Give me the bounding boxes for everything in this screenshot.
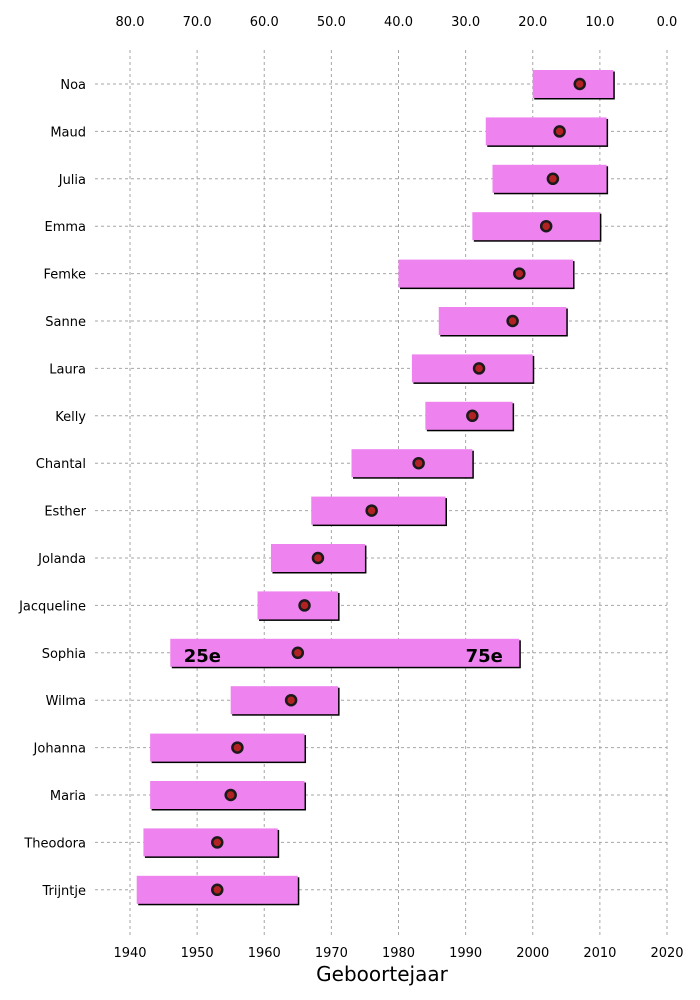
category-label: Johanna: [33, 742, 86, 757]
percentile-annotation: 25e: [184, 646, 221, 667]
range-bar: [170, 638, 520, 667]
range-bar: [438, 307, 567, 335]
range-bar: [532, 70, 614, 98]
top-tick-label: 40.0: [384, 15, 413, 30]
top-tick-label: 80.0: [116, 15, 145, 30]
top-tick-label: 20.0: [518, 15, 547, 30]
x-tick-label: 1980: [382, 946, 415, 961]
median-marker: [211, 836, 224, 849]
x-axis-label: Geboortejaar: [316, 962, 448, 986]
median-marker: [365, 504, 378, 517]
category-label: Maria: [50, 789, 86, 804]
range-bar: [411, 354, 533, 383]
category-label: Femke: [44, 268, 87, 283]
category-label: Trijntje: [41, 884, 86, 899]
median-marker: [506, 314, 519, 328]
category-label: Theodora: [23, 836, 86, 851]
percentile-annotation: 75e: [466, 646, 503, 667]
median-marker: [472, 362, 486, 375]
top-tick-label: 30.0: [451, 15, 480, 30]
category-label: Laura: [49, 362, 86, 377]
range-bar: [472, 212, 600, 241]
category-label: Jolanda: [37, 552, 86, 567]
top-axis-ticks: 80.0 70.0 60.0 50.0 40.0 30.0 20.0 10.0 0.0: [116, 15, 678, 30]
median-marker: [231, 741, 244, 754]
category-label: Wilma: [46, 694, 86, 709]
bars: [136, 70, 615, 906]
range-bar: [257, 591, 339, 620]
top-tick-label: 50.0: [317, 15, 346, 30]
x-tick-label: 1970: [315, 946, 348, 961]
median-marker: [573, 77, 586, 91]
median-marker: [553, 125, 566, 138]
x-tick-label: 2010: [583, 946, 616, 961]
range-bar: [351, 449, 473, 478]
category-label: Sanne: [45, 315, 86, 330]
range-bar: [143, 828, 278, 857]
category-label: Kelly: [55, 410, 86, 425]
range-bar: [230, 686, 339, 715]
top-tick-label: 60.0: [250, 15, 279, 30]
median-marker: [224, 788, 237, 802]
median-marker: [513, 267, 526, 280]
top-tick-label: 10.0: [585, 15, 614, 30]
range-bar: [398, 259, 574, 288]
category-label: Esther: [44, 505, 86, 520]
range-bar: [150, 733, 305, 762]
top-tick-label: 70.0: [183, 15, 212, 30]
annotations: 25e 75e: [184, 646, 503, 667]
range-bar: [485, 117, 607, 146]
x-tick-label: 2020: [650, 946, 683, 961]
x-tick-label: 1940: [113, 946, 146, 961]
x-tick-label: 2000: [516, 946, 549, 961]
median-marker: [466, 409, 479, 423]
category-label: Jacqueline: [18, 599, 86, 614]
category-label: Noa: [60, 78, 86, 93]
median-markers: [211, 77, 586, 897]
median-marker: [546, 172, 560, 186]
median-marker: [211, 883, 224, 897]
category-label: Emma: [44, 220, 86, 235]
x-tick-label: 1990: [449, 946, 482, 961]
range-bar: [311, 496, 446, 525]
median-marker: [291, 646, 305, 660]
category-labels: Noa Maud Julia Emma Femke Sanne Laura Kelly Chan…: [18, 78, 87, 899]
median-marker: [412, 456, 425, 470]
median-marker: [539, 219, 553, 233]
x-tick-label: 1960: [248, 946, 281, 961]
median-marker: [298, 599, 311, 612]
top-tick-label: 0.0: [657, 15, 678, 30]
category-label: Chantal: [36, 457, 86, 472]
x-tick-label: 1950: [181, 946, 214, 961]
median-marker: [311, 551, 325, 565]
median-marker: [284, 693, 298, 707]
x-axis-ticks: 1940 1950 1960 1970 1980 1990 2000 2010 2020: [113, 946, 683, 961]
category-label: Julia: [58, 173, 86, 188]
category-label: Sophia: [42, 647, 86, 662]
category-label: Maud: [50, 125, 86, 140]
